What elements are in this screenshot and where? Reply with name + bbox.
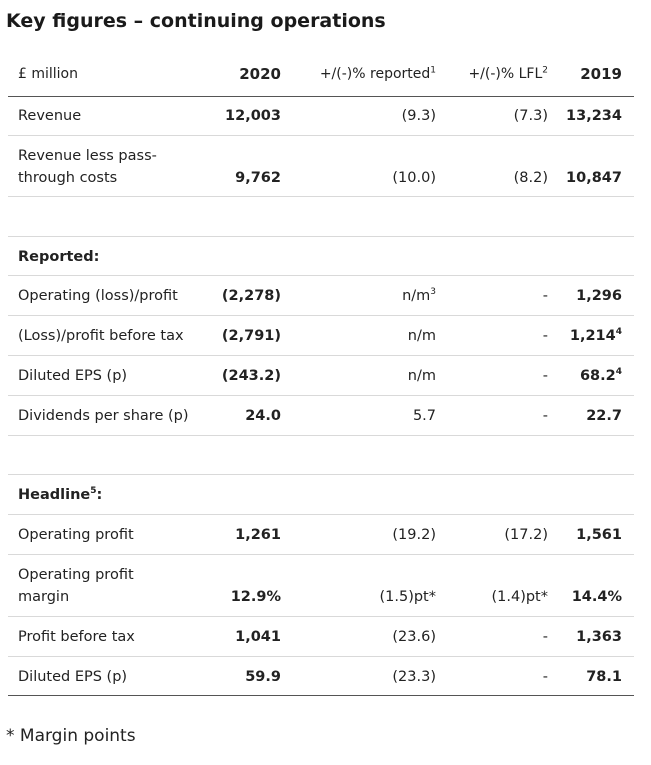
header-lfl: +/(-)% LFL2 <box>468 65 548 82</box>
value-lfl: (8.2) <box>513 170 548 186</box>
value-reported: n/m <box>407 368 436 384</box>
value-lfl: (7.3) <box>513 108 548 124</box>
section-heading: Reported: <box>18 249 100 265</box>
table-row-revenue-less-pass-through: Revenue less pass-through costs 9,762 (1… <box>8 136 634 197</box>
value-lfl: - <box>542 288 548 304</box>
value-reported: n/m3 <box>402 287 436 304</box>
value-lfl: - <box>542 368 548 384</box>
value-reported: (23.6) <box>392 629 436 645</box>
value-2019: 68.24 <box>579 367 622 384</box>
footnote: * Margin points <box>6 726 136 746</box>
section-heading-headline: Headline5: <box>8 475 634 515</box>
spacer-row <box>8 197 634 237</box>
header-unit: £ million <box>18 66 78 82</box>
key-figures-table: £ million 2020 +/(-)% reported1 +/(-)% L… <box>8 54 634 696</box>
row-label: Operating (loss)/profit <box>18 288 178 304</box>
value-2020: 24.0 <box>245 408 281 424</box>
value-2020: 12,003 <box>225 108 281 124</box>
value-reported: (1.5)pt* <box>379 589 436 605</box>
value-2019: 78.1 <box>586 669 622 685</box>
value-lfl: - <box>542 408 548 424</box>
value-reported: n/m <box>407 328 436 344</box>
value-2020: 12.9% <box>230 589 281 605</box>
value-reported: (23.3) <box>392 669 436 685</box>
row-label: Diluted EPS (p) <box>18 669 128 685</box>
row-label: Revenue <box>18 108 82 124</box>
row-label: Profit before tax <box>18 629 135 645</box>
value-lfl: - <box>542 629 548 645</box>
section-heading: Headline5: <box>18 486 103 503</box>
row-label: Diluted EPS (p) <box>18 368 128 384</box>
value-2019: 1,363 <box>576 629 622 645</box>
value-2020: 9,762 <box>235 170 281 186</box>
value-2020: 59.9 <box>245 669 281 685</box>
value-reported: (19.2) <box>392 527 436 543</box>
value-2019: 1,296 <box>576 288 622 304</box>
section-heading-reported: Reported: <box>8 237 634 276</box>
value-2019: 10,847 <box>566 170 622 186</box>
row-label: (Loss)/profit before tax <box>18 328 184 344</box>
table-row-operating-profit-margin: Operating profit margin 12.9% (1.5)pt* (1… <box>8 555 634 617</box>
table-row-dividends-per-share: Dividends per share (p) 24.0 5.7 - 22.7 <box>8 396 634 436</box>
value-2020: (2,278) <box>221 288 281 304</box>
table-row-revenue: Revenue 12,003 (9.3) (7.3) 13,234 <box>8 97 634 136</box>
row-label: Revenue less pass-through costs <box>18 148 157 186</box>
value-reported: (10.0) <box>392 170 436 186</box>
header-reported: +/(-)% reported1 <box>319 65 436 82</box>
value-lfl: (17.2) <box>504 527 548 543</box>
table-row-headline-diluted-eps: Diluted EPS (p) 59.9 (23.3) - 78.1 <box>8 657 634 696</box>
table-header-row: £ million 2020 +/(-)% reported1 +/(-)% L… <box>8 54 634 97</box>
page-title: Key figures – continuing operations <box>6 10 386 32</box>
value-2020: 1,261 <box>235 527 281 543</box>
value-2020: 1,041 <box>235 629 281 645</box>
table-row-headline-profit-before-tax: Profit before tax 1,041 (23.6) - 1,363 <box>8 617 634 657</box>
value-reported: (9.3) <box>401 108 436 124</box>
value-lfl: (1.4)pt* <box>491 589 548 605</box>
value-2019: 1,561 <box>576 527 622 543</box>
value-2019: 1,2144 <box>569 327 622 344</box>
value-lfl: - <box>542 669 548 685</box>
value-2020: (243.2) <box>221 368 281 384</box>
value-lfl: - <box>542 328 548 344</box>
table-row-headline-operating-profit: Operating profit 1,261 (19.2) (17.2) 1,5… <box>8 515 634 555</box>
value-2019: 14.4% <box>571 589 622 605</box>
value-reported: 5.7 <box>412 408 436 424</box>
value-2020: (2,791) <box>221 328 281 344</box>
header-2020: 2020 <box>239 65 281 83</box>
row-label: Operating profit <box>18 527 134 543</box>
table-row-operating-loss-profit: Operating (loss)/profit (2,278) n/m3 - 1… <box>8 276 634 316</box>
table-row-diluted-eps-reported: Diluted EPS (p) (243.2) n/m - 68.24 <box>8 356 634 396</box>
value-2019: 13,234 <box>566 108 622 124</box>
value-2019: 22.7 <box>586 408 622 424</box>
header-2019: 2019 <box>580 65 622 83</box>
spacer-row <box>8 436 634 475</box>
row-label: Operating profit margin <box>18 567 134 605</box>
row-label: Dividends per share (p) <box>18 408 189 424</box>
table-row-loss-profit-before-tax: (Loss)/profit before tax (2,791) n/m - 1… <box>8 316 634 356</box>
